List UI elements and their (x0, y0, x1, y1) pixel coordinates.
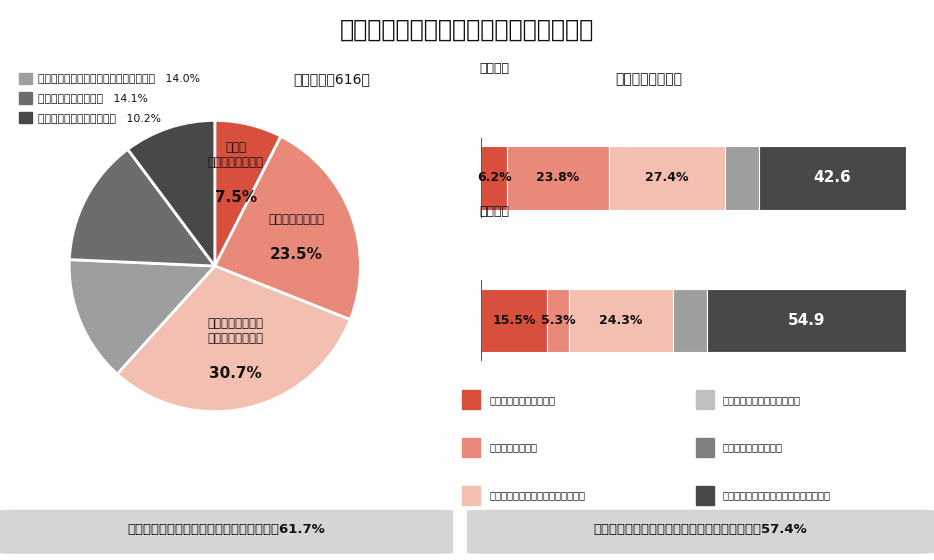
Bar (696, 438, 714, 457)
Text: 15.5%: 15.5% (492, 314, 536, 327)
FancyBboxPatch shape (467, 510, 934, 554)
Bar (481, 146, 507, 209)
Text: 6.2%: 6.2% (477, 171, 512, 184)
Text: とても入れ替わらないと思う: とても入れ替わらないと思う (723, 395, 801, 405)
Text: 42.6: 42.6 (814, 170, 851, 185)
Text: どちらかといえば入れ替わらないと思う: どちらかといえば入れ替わらないと思う (723, 491, 831, 501)
FancyBboxPatch shape (0, 510, 453, 554)
Bar (570, 289, 672, 352)
Text: 入れ替わると思う: 入れ替わると思う (489, 442, 537, 452)
Text: 7.5%: 7.5% (215, 190, 257, 205)
Text: 24.3%: 24.3% (600, 314, 643, 327)
Bar (672, 289, 707, 352)
Bar (507, 146, 609, 209)
Text: 入れ替わらないと思う   14.1%: 入れ替わらないと思う 14.1% (37, 93, 148, 103)
Text: 23.8%: 23.8% (536, 171, 580, 184)
Text: どちらかといえば
入れ替わると思う: どちらかといえば 入れ替わると思う (207, 317, 263, 345)
Bar (19, 92, 33, 104)
Text: どちらかといえば入れ替わると思う: どちらかといえば入れ替わると思う (489, 491, 586, 501)
Bar (725, 146, 759, 209)
Wedge shape (128, 120, 215, 266)
Wedge shape (117, 266, 350, 412)
Text: 昭和と令和の価値観が入れ替わる可能性: 昭和と令和の価値観が入れ替わる可能性 (340, 17, 594, 41)
Wedge shape (69, 260, 215, 374)
Text: 昭和的派: 昭和的派 (479, 205, 509, 218)
Wedge shape (215, 120, 281, 266)
Text: 令和的派: 令和的派 (479, 62, 509, 75)
Bar (696, 390, 714, 409)
Bar (481, 289, 547, 352)
Bar (696, 486, 714, 505)
Text: 全体集計：616人: 全体集計：616人 (293, 72, 370, 86)
Text: 「入れ替わると思う派」は令和的な価値観派が57.4%: 「入れ替わると思う派」は令和的な価値観派が57.4% (594, 523, 807, 536)
Bar (547, 289, 570, 352)
Text: 全く入れ替わらないと思う   10.2%: 全く入れ替わらないと思う 10.2% (37, 113, 161, 123)
Bar (707, 289, 906, 352)
Text: 入れ替わらないと思う: 入れ替わらないと思う (723, 442, 783, 452)
Text: 23.5%: 23.5% (270, 247, 323, 262)
Bar (759, 146, 906, 209)
Wedge shape (215, 136, 361, 320)
Bar (462, 486, 480, 505)
Text: どちらかといえば入れ替わらないと思う   14.0%: どちらかといえば入れ替わらないと思う 14.0% (37, 73, 200, 83)
Text: 5.3%: 5.3% (541, 314, 575, 327)
Text: 入れ替わると思う: 入れ替わると思う (269, 213, 324, 226)
Text: 54.9: 54.9 (787, 313, 825, 328)
Text: とても
入れ替わると思う: とても 入れ替わると思う (208, 142, 264, 170)
Bar (609, 146, 725, 209)
Text: とても入れ替わると思う: とても入れ替わると思う (489, 395, 556, 405)
Text: 価値観は「入れ替わると思う派」の最多が61.7%: 価値観は「入れ替わると思う派」の最多が61.7% (127, 523, 325, 536)
Wedge shape (69, 150, 215, 266)
Bar (19, 73, 33, 84)
Text: 30.7%: 30.7% (209, 366, 262, 381)
Bar (462, 390, 480, 409)
Bar (19, 112, 33, 123)
Bar (462, 438, 480, 457)
Text: 【価値観別集計】: 【価値観別集計】 (616, 72, 683, 86)
Text: 27.4%: 27.4% (645, 171, 688, 184)
